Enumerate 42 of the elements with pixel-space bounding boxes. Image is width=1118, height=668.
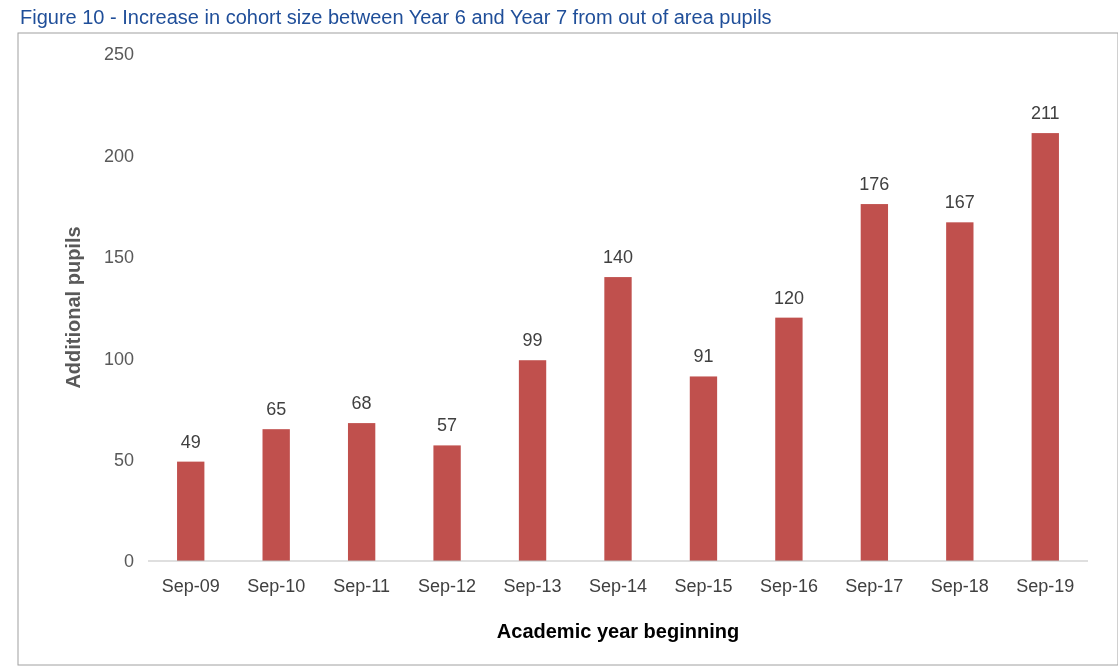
chart-title: Figure 10 - Increase in cohort size between Year 6 and Year 7 from out of area pupils [20,6,772,28]
data-label: 49 [180,431,201,452]
bar [433,445,461,561]
x-tick-label: Sep-19 [1016,576,1075,596]
data-label: 91 [693,346,714,367]
bar [177,461,205,561]
y-tick-label: 200 [103,145,134,166]
bar [262,429,290,561]
bar [604,277,632,561]
bar [775,317,803,561]
y-tick-label: 0 [123,551,134,572]
data-label: 140 [602,247,634,268]
bar [347,423,376,561]
data-label: 167 [944,192,975,213]
bar [689,376,718,561]
data-label: 99 [522,330,543,351]
y-tick-label: 100 [103,348,134,369]
x-axis-title: Academic year beginning [496,620,740,642]
data-label: 68 [351,393,372,414]
x-tick-label: Sep-17 [845,576,904,596]
x-tick-label: Sep-16 [759,576,818,596]
x-tick-label: Sep-12 [418,576,477,596]
data-label: 120 [773,287,804,308]
y-tick-label: 150 [103,247,134,268]
x-tick-label: Sep-11 [333,576,390,596]
bar [860,204,889,561]
bar [518,360,547,561]
x-tick-label: Sep-13 [503,576,562,596]
x-tick-label: Sep-14 [588,576,648,596]
y-axis-title: Additional pupils [62,226,84,389]
data-label: 57 [437,415,458,436]
data-label: 176 [859,174,890,195]
x-tick-label: Sep-10 [247,576,306,596]
y-tick-label: 250 [103,44,134,65]
data-label: 65 [266,399,287,420]
x-tick-label: Sep-18 [930,576,989,596]
x-tick-label: Sep-09 [161,576,220,596]
x-tick-label: Sep-15 [674,576,733,596]
bar [946,222,974,561]
y-tick-label: 50 [113,449,134,470]
bar [1031,133,1059,561]
data-label: 211 [1030,103,1060,124]
